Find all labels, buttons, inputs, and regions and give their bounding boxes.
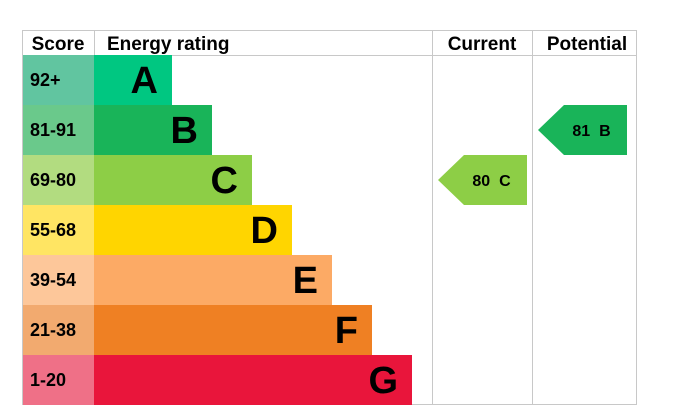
score-cell-g: [23, 355, 94, 405]
rating-bands: 92+ A 81-91 B 69-80 C 55-68 D 39-54 E 21-38 F 1-20 G: [23, 55, 412, 405]
current-arrow-shape: [438, 155, 527, 205]
score-cell-d: [23, 205, 94, 255]
rating-bar-d: [94, 205, 292, 255]
score-cell-e: [23, 255, 94, 305]
score-cell-b: [23, 105, 94, 155]
rating-letter-e: E: [293, 260, 318, 302]
score-cell-c: [23, 155, 94, 205]
rating-letter-a: A: [131, 60, 158, 102]
score-label-f: 21-38: [30, 320, 76, 340]
rating-bar-b: [94, 105, 212, 155]
current-rating-label: 80 C: [472, 173, 511, 190]
header-energy-rating: Energy rating: [107, 34, 229, 55]
score-label-d: 55-68: [30, 220, 76, 240]
header-potential: Potential: [547, 34, 627, 55]
rating-bar-a: [94, 55, 172, 105]
potential-rating-arrow: 81 B: [538, 105, 627, 155]
rating-letter-g: G: [368, 360, 398, 402]
score-label-g: 1-20: [30, 370, 66, 390]
header-current: Current: [448, 34, 517, 55]
rating-bar-e: [94, 255, 332, 305]
score-label-e: 39-54: [30, 270, 76, 290]
rating-bar-c: [94, 155, 252, 205]
score-label-b: 81-91: [30, 120, 76, 140]
rating-bar-g: [94, 355, 412, 405]
potential-rating-label: 81 B: [572, 123, 610, 140]
score-cell-a: [23, 55, 94, 105]
current-rating-arrow: 80 C: [438, 155, 527, 205]
score-label-a: 92+: [30, 70, 61, 90]
rating-letter-f: F: [335, 310, 358, 352]
score-cell-f: [23, 305, 94, 355]
header-score: Score: [32, 34, 85, 55]
rating-letter-d: D: [251, 210, 278, 252]
rating-letter-b: B: [171, 110, 198, 152]
rating-bar-f: [94, 305, 372, 355]
rating-letter-c: C: [211, 160, 238, 202]
score-label-c: 69-80: [30, 170, 76, 190]
potential-arrow-shape: [538, 105, 627, 155]
